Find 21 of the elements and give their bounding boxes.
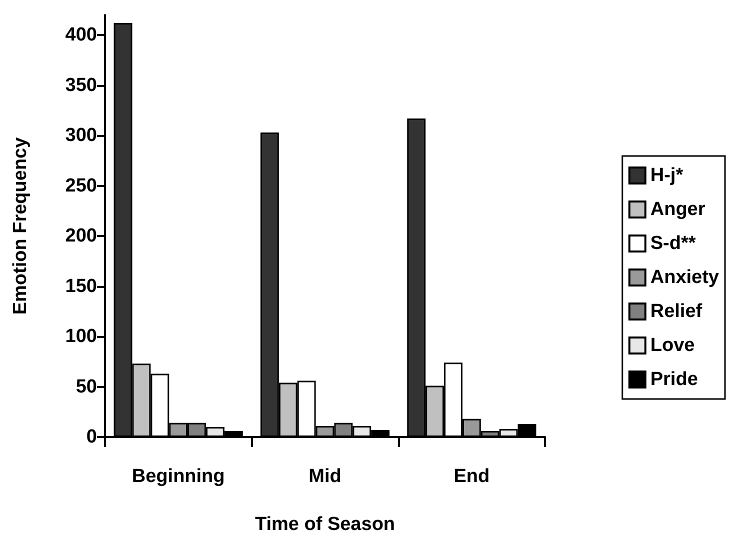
y-tick-label: 350	[65, 74, 97, 96]
x-axis-title: Time of Season	[254, 514, 396, 535]
legend-label: Anger	[650, 199, 706, 220]
x-tick-label: Mid	[308, 466, 342, 487]
y-axis-title: Emotion Frequency	[10, 136, 31, 315]
y-tick-label: 0	[86, 426, 97, 448]
legend-label: Anxiety	[650, 267, 720, 288]
legend-label: Relief	[650, 301, 703, 322]
legend-label: Pride	[650, 369, 698, 390]
x-tick-label: End	[454, 466, 490, 487]
y-tick-label: 200	[65, 226, 97, 247]
legend-label: H-j*	[650, 165, 684, 186]
x-tick-label: Beginning	[132, 466, 225, 487]
y-tick-label: 150	[65, 276, 97, 297]
y-tick-label: 250	[65, 175, 97, 196]
y-tick-label: 50	[76, 376, 97, 398]
y-tick-label: 300	[65, 125, 97, 146]
y-tick-label: 100	[65, 326, 97, 348]
legend-label: S-d**	[650, 233, 696, 254]
legend-label: Love	[650, 335, 695, 356]
y-tick-label: 400	[65, 24, 97, 46]
